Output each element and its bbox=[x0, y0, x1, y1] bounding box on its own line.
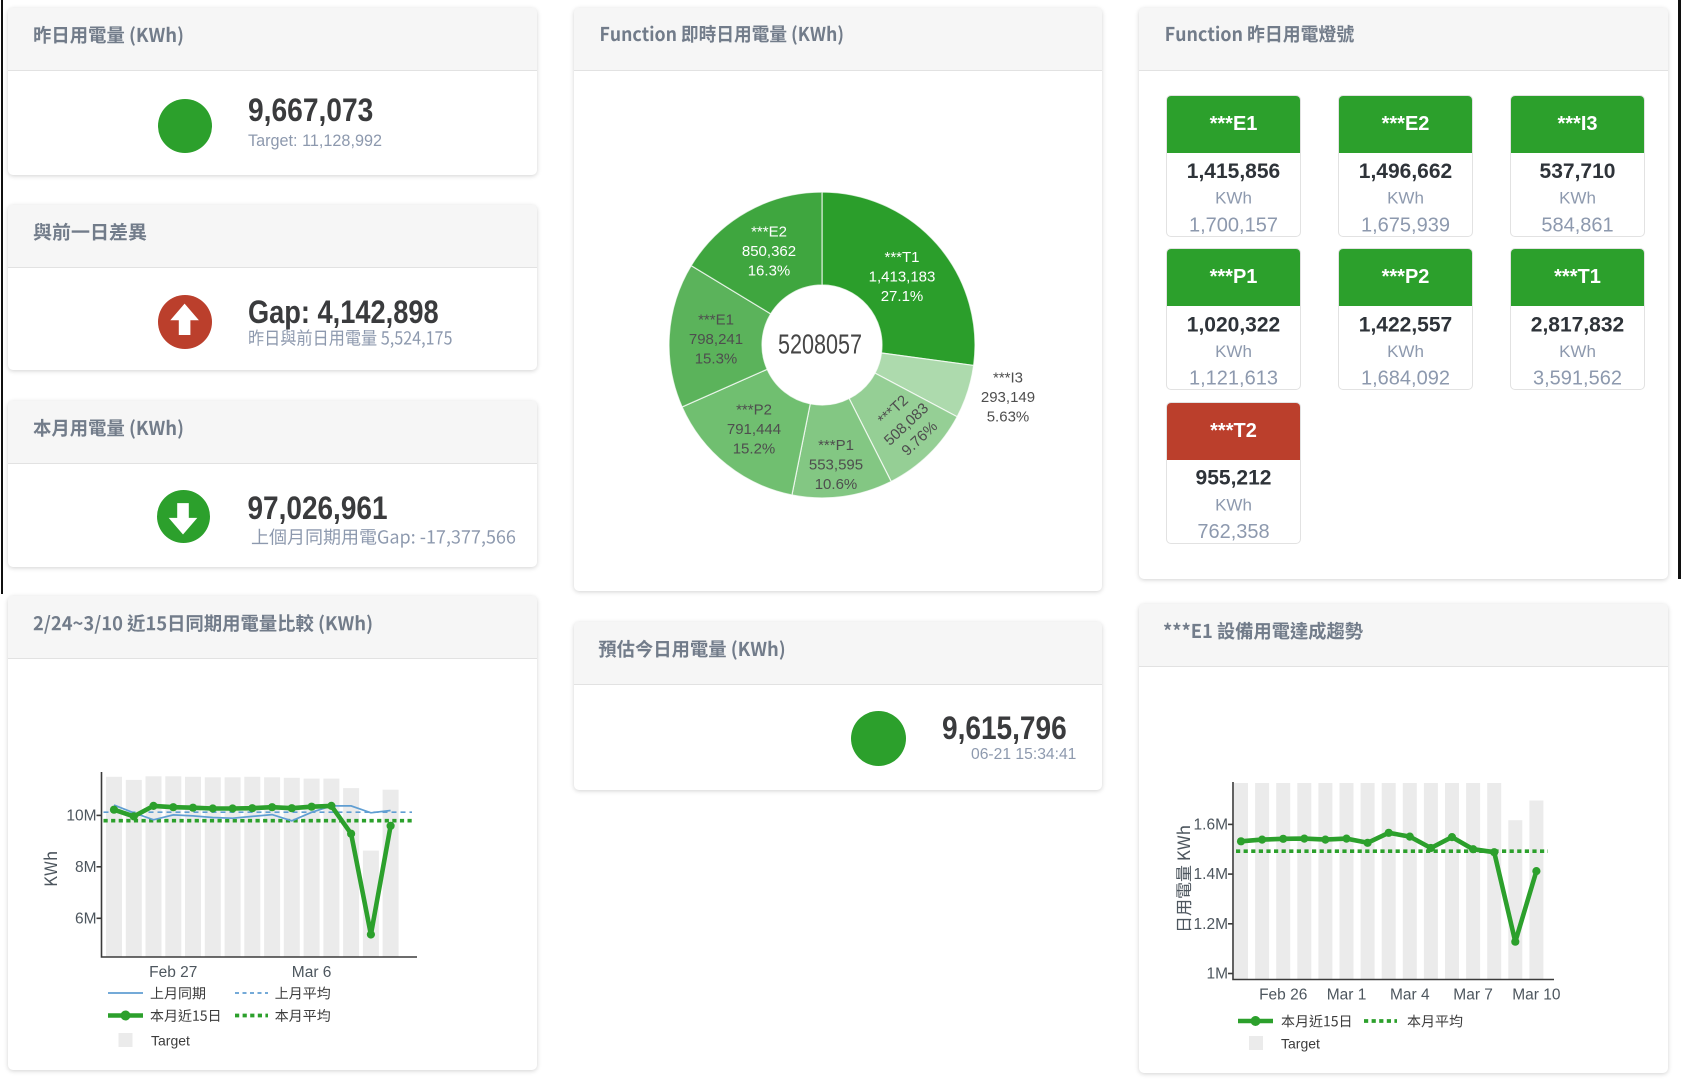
svg-text:584,861: 584,861 bbox=[1541, 214, 1613, 236]
svg-text:1,422,557: 1,422,557 bbox=[1359, 313, 1452, 336]
svg-text:3,591,562: 3,591,562 bbox=[1533, 368, 1622, 390]
svg-text:***T1: ***T1 bbox=[884, 249, 919, 266]
svg-text:8M: 8M bbox=[75, 859, 97, 876]
svg-text:KWh: KWh bbox=[1559, 189, 1596, 208]
svg-text:Mar 10: Mar 10 bbox=[1512, 987, 1561, 1004]
svg-text:***E1: ***E1 bbox=[698, 312, 734, 329]
svg-text:762,358: 762,358 bbox=[1197, 521, 1269, 543]
svg-text:1.2M: 1.2M bbox=[1194, 916, 1228, 933]
svg-text:1,675,939: 1,675,939 bbox=[1361, 214, 1450, 236]
svg-text:791,444: 791,444 bbox=[727, 421, 781, 438]
svg-text:9,667,073: 9,667,073 bbox=[248, 92, 373, 128]
svg-text:1,700,157: 1,700,157 bbox=[1189, 214, 1278, 236]
svg-text:27.1%: 27.1% bbox=[881, 288, 924, 305]
svg-text:KWh: KWh bbox=[1387, 342, 1424, 361]
svg-text:850,362: 850,362 bbox=[742, 243, 796, 260]
svg-text:1.6M: 1.6M bbox=[1194, 816, 1228, 833]
svg-text:1,684,092: 1,684,092 bbox=[1361, 368, 1450, 390]
svg-text:1.4M: 1.4M bbox=[1194, 866, 1228, 883]
svg-text:Target: Target bbox=[151, 1032, 190, 1048]
svg-text:10.6%: 10.6% bbox=[815, 476, 858, 493]
svg-text:Target: Target bbox=[1281, 1035, 1320, 1051]
svg-text:5208057: 5208057 bbox=[778, 329, 862, 360]
svg-text:15.3%: 15.3% bbox=[695, 351, 738, 368]
svg-text:1,121,613: 1,121,613 bbox=[1189, 368, 1278, 390]
svg-text:1,413,183: 1,413,183 bbox=[869, 269, 936, 286]
svg-text:Mar 1: Mar 1 bbox=[1327, 987, 1367, 1004]
svg-text:***P2: ***P2 bbox=[736, 402, 772, 419]
svg-text:Mar 4: Mar 4 bbox=[1390, 987, 1430, 1004]
svg-text:KWh: KWh bbox=[1559, 342, 1596, 361]
svg-text:798,241: 798,241 bbox=[689, 331, 743, 348]
svg-text:Feb 26: Feb 26 bbox=[1259, 987, 1307, 1004]
svg-text:537,710: 537,710 bbox=[1540, 160, 1616, 183]
svg-text:97,026,961: 97,026,961 bbox=[248, 490, 388, 526]
svg-text:5.63%: 5.63% bbox=[987, 409, 1030, 426]
svg-text:KWh: KWh bbox=[1215, 342, 1252, 361]
svg-text:9,615,796: 9,615,796 bbox=[942, 710, 1067, 746]
svg-text:1,496,662: 1,496,662 bbox=[1359, 160, 1452, 183]
svg-text:15.2%: 15.2% bbox=[733, 441, 776, 458]
svg-text:10M: 10M bbox=[66, 807, 96, 824]
svg-text:06-21 15:34:41: 06-21 15:34:41 bbox=[971, 746, 1076, 763]
svg-text:2,817,832: 2,817,832 bbox=[1531, 313, 1624, 336]
svg-text:1,020,322: 1,020,322 bbox=[1187, 313, 1280, 336]
svg-text:553,595: 553,595 bbox=[809, 457, 863, 474]
svg-text:***I3: ***I3 bbox=[993, 370, 1023, 387]
svg-text:KWh: KWh bbox=[1215, 495, 1252, 514]
svg-text:KWh: KWh bbox=[1387, 189, 1424, 208]
svg-text:1,415,856: 1,415,856 bbox=[1187, 160, 1280, 183]
svg-text:Target: 11,128,992: Target: 11,128,992 bbox=[248, 131, 382, 150]
svg-text:Mar 7: Mar 7 bbox=[1453, 987, 1493, 1004]
svg-text:KWh: KWh bbox=[1215, 189, 1252, 208]
svg-text:Mar 6: Mar 6 bbox=[292, 964, 332, 981]
svg-text:Feb 27: Feb 27 bbox=[149, 964, 197, 981]
svg-text:1M: 1M bbox=[1206, 966, 1228, 983]
svg-text:***E2: ***E2 bbox=[751, 224, 787, 241]
svg-text:955,212: 955,212 bbox=[1196, 467, 1272, 490]
svg-text:Gap: 4,142,898: Gap: 4,142,898 bbox=[248, 294, 439, 330]
svg-text:6M: 6M bbox=[75, 910, 97, 927]
svg-text:293,149: 293,149 bbox=[981, 389, 1035, 406]
svg-text:16.3%: 16.3% bbox=[748, 263, 791, 280]
svg-text:***P1: ***P1 bbox=[818, 437, 854, 454]
